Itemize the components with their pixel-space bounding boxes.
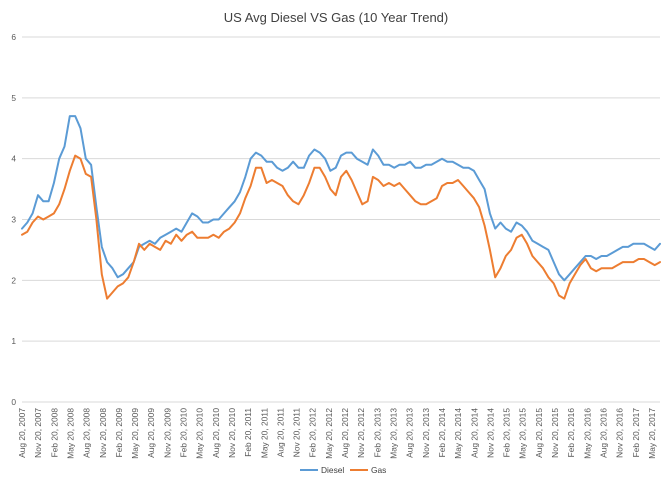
y-tick-label: 4	[11, 154, 16, 164]
x-tick-label: Nov 20, 2016	[615, 408, 625, 458]
x-tick-label: Feb 20, 2010	[179, 408, 189, 458]
x-tick-label: Feb 20, 2009	[114, 408, 124, 458]
chart-title: US Avg Diesel VS Gas (10 Year Trend)	[224, 10, 449, 25]
legend-label-gas: Gas	[371, 465, 386, 475]
x-tick-label: Feb 20, 2017	[631, 408, 641, 458]
x-tick-label: May 20, 2017	[647, 408, 657, 459]
x-tick-label: Feb 20, 2013	[372, 408, 382, 458]
x-tick-label: Aug 20, 2013	[405, 408, 415, 458]
x-tick-label: Feb 20, 2012	[308, 408, 318, 458]
x-tick-label: May 20, 2008	[65, 408, 75, 459]
x-tick-label: May 20, 2012	[324, 408, 334, 459]
x-tick-label: Aug 20, 2012	[340, 408, 350, 458]
x-tick-label: Feb 20, 2011	[243, 408, 253, 457]
x-tick-label: Nov 20, 2014	[485, 408, 495, 458]
x-tick-label: Feb 20, 2014	[437, 408, 447, 458]
x-tick-label: Nov 20, 2012	[356, 408, 366, 458]
y-axis-ticks: 0 1 2 3 4 5 6	[11, 32, 16, 407]
x-tick-label: May 20, 2014	[453, 408, 463, 459]
x-tick-label: May 20, 2013	[388, 408, 398, 459]
x-tick-label: Nov 20, 2009	[162, 408, 172, 458]
series-line-diesel	[21, 115, 661, 282]
x-tick-label: May 20, 2011	[259, 408, 269, 458]
series-line-gas	[21, 154, 661, 300]
x-tick-label: May 20, 2010	[195, 408, 205, 459]
y-tick-label: 6	[11, 32, 16, 42]
x-tick-label: Feb 20, 2016	[566, 408, 576, 458]
x-tick-label: May 20, 2009	[130, 408, 140, 459]
x-tick-label: Aug 20, 2009	[146, 408, 156, 458]
y-tick-label: 5	[11, 93, 16, 103]
x-tick-label: Aug 20, 2008	[82, 408, 92, 458]
x-axis-ticks: Aug 20, 2007 Nov 20, 2007 Feb 20, 2008 May …	[17, 408, 657, 459]
x-tick-label: Aug 20, 2010	[211, 408, 221, 458]
x-tick-label: Nov 20, 2010	[227, 408, 237, 458]
legend-label-diesel: Diesel	[321, 465, 344, 475]
y-tick-label: 3	[11, 215, 16, 225]
x-tick-label: Nov 20, 2015	[550, 408, 560, 458]
x-tick-label: Aug 20, 2014	[469, 408, 479, 458]
series-lines	[21, 115, 661, 300]
x-tick-label: May 20, 2015	[518, 408, 528, 459]
x-tick-label: Feb 20, 2008	[49, 408, 59, 458]
x-tick-label: Nov 20, 2011	[292, 408, 302, 458]
x-tick-label: Aug 20, 2007	[17, 408, 27, 458]
x-tick-label: Feb 20, 2015	[502, 408, 512, 458]
y-tick-label: 2	[11, 275, 16, 285]
y-tick-label: 1	[11, 336, 16, 346]
x-tick-label: Aug 20, 2015	[534, 408, 544, 458]
x-tick-label: Aug 20, 2011	[275, 408, 285, 458]
x-tick-label: Nov 20, 2007	[33, 408, 43, 458]
x-tick-label: Aug 20, 2016	[598, 408, 608, 458]
legend: Diesel Gas	[300, 465, 386, 475]
x-tick-label: Nov 20, 2013	[421, 408, 431, 458]
x-tick-label: Nov 20, 2008	[98, 408, 108, 458]
gridlines	[22, 36, 660, 403]
y-tick-label: 0	[11, 397, 16, 407]
x-tick-label: May 20, 2016	[582, 408, 592, 459]
